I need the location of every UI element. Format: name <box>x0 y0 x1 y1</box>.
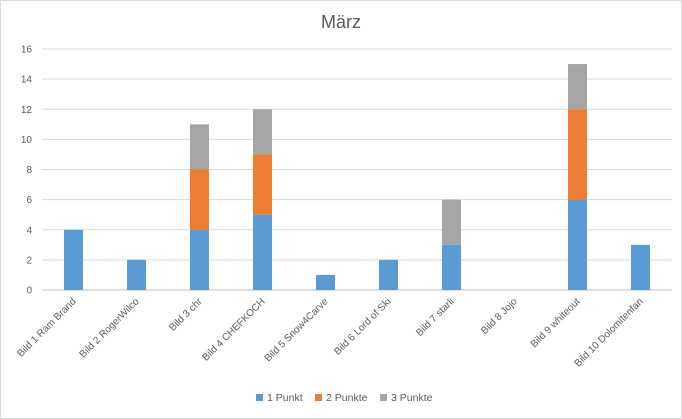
y-tick-label: 6 <box>26 195 32 206</box>
bar-segment <box>379 259 398 290</box>
bar-segment <box>253 154 272 215</box>
x-axis: Bild 1 Ram Brand Bild 2 RogerWilco Bild 3 … <box>15 296 645 370</box>
legend-swatch <box>380 394 387 401</box>
bar-segment <box>442 244 461 290</box>
bar-segment <box>568 64 587 110</box>
y-tick-label: 12 <box>21 105 33 116</box>
bar-segment <box>253 214 272 290</box>
legend-label: 1 Punkt <box>267 392 303 404</box>
bars <box>64 64 650 290</box>
legend-label: 2 Punkte <box>326 392 368 404</box>
legend-swatch <box>315 394 322 401</box>
x-category-label: Bild 1 Ram Brand <box>15 296 78 359</box>
bar-segment <box>190 169 209 230</box>
bar-segment <box>190 124 209 170</box>
bar-segment <box>568 199 587 290</box>
bar-segment <box>64 229 83 290</box>
bar-segment <box>316 274 335 290</box>
bar-segment <box>127 259 146 290</box>
y-tick-label: 2 <box>26 255 32 266</box>
y-tick-label: 0 <box>26 286 32 297</box>
chart-title: März <box>321 12 361 32</box>
bar-segment <box>253 109 272 155</box>
bar-segment <box>442 199 461 245</box>
x-category-label: Bild 4 CHEFKOCH <box>201 296 268 363</box>
y-tick-label: 4 <box>26 225 32 236</box>
x-category-label: Bild 3 chr <box>167 296 205 334</box>
x-category-label: Bild 2 RogerWilco <box>78 296 142 360</box>
legend: 1 Punkt 2 Punkte 3 Punkte <box>256 392 433 404</box>
x-category-label: Bild 5 Snow4Carve <box>263 296 331 364</box>
x-category-label: Bild 9 whiteout <box>529 296 583 350</box>
y-tick-label: 8 <box>26 165 32 176</box>
y-tick-label: 14 <box>21 75 33 86</box>
legend-label: 3 Punkte <box>391 392 433 404</box>
bar-segment <box>190 229 209 290</box>
x-category-label: Bild 8 Jojo <box>479 296 520 337</box>
gridlines <box>42 48 672 291</box>
bar-segment <box>568 109 587 200</box>
x-category-label: Bild 7 starli <box>414 296 456 338</box>
legend-swatch <box>256 394 263 401</box>
y-tick-label: 10 <box>21 135 33 146</box>
x-category-label: Bild 10 Dolomitenfan <box>573 296 646 369</box>
bar-segment <box>631 244 650 290</box>
y-tick-label: 16 <box>21 45 33 56</box>
y-axis: 0 2 4 6 8 10 12 14 16 <box>21 45 33 297</box>
x-category-label: Bild 6 Lord of Ski <box>332 296 393 357</box>
